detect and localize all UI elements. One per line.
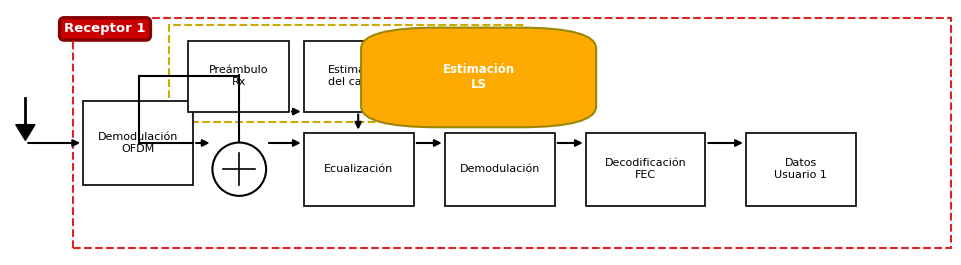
FancyBboxPatch shape [188, 41, 289, 112]
FancyBboxPatch shape [585, 132, 704, 206]
Text: Receptor 1: Receptor 1 [64, 23, 145, 36]
FancyBboxPatch shape [444, 132, 554, 206]
Text: Estimación
LS: Estimación LS [442, 63, 514, 91]
Text: Datos
Usuario 1: Datos Usuario 1 [774, 158, 826, 180]
Text: Ecualización: Ecualización [324, 164, 393, 174]
Polygon shape [15, 125, 35, 140]
Text: Demodulación: Demodulación [459, 164, 539, 174]
FancyBboxPatch shape [360, 28, 596, 127]
FancyBboxPatch shape [304, 132, 413, 206]
FancyBboxPatch shape [83, 101, 193, 185]
Text: Preámbulo
Rx: Preámbulo Rx [209, 65, 268, 87]
FancyBboxPatch shape [745, 132, 855, 206]
Text: Estimación
del canal 1: Estimación del canal 1 [328, 65, 389, 87]
Text: Demodulación
OFDM: Demodulación OFDM [98, 132, 178, 154]
Ellipse shape [212, 143, 266, 196]
FancyBboxPatch shape [304, 41, 413, 112]
Text: Decodificación
FEC: Decodificación FEC [604, 158, 685, 180]
